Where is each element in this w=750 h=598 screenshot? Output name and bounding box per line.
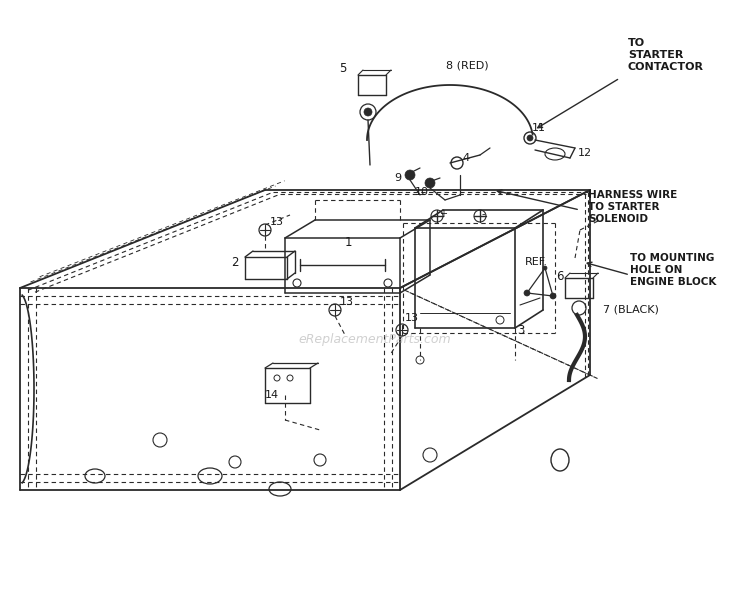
Text: CONTACTOR: CONTACTOR	[628, 62, 704, 72]
Text: 10: 10	[415, 187, 429, 197]
Circle shape	[524, 290, 530, 296]
Text: 13: 13	[340, 297, 354, 307]
Text: 4: 4	[462, 153, 470, 163]
Text: TO STARTER: TO STARTER	[588, 202, 659, 212]
Text: eReplacementParts.com: eReplacementParts.com	[298, 334, 452, 346]
Text: 2: 2	[231, 255, 238, 269]
Text: HARNESS WIRE: HARNESS WIRE	[588, 190, 677, 200]
Text: -: -	[482, 209, 485, 219]
Circle shape	[527, 135, 533, 141]
Text: 8 (RED): 8 (RED)	[446, 61, 489, 71]
Text: 12: 12	[578, 148, 592, 158]
Text: 7 (BLACK): 7 (BLACK)	[603, 305, 658, 315]
Text: 6: 6	[556, 270, 563, 282]
Circle shape	[425, 178, 435, 188]
Circle shape	[364, 108, 372, 116]
Text: +: +	[439, 209, 447, 219]
Circle shape	[543, 266, 547, 270]
Text: STARTER: STARTER	[628, 50, 683, 60]
Circle shape	[405, 170, 415, 180]
Text: SOLENOID: SOLENOID	[588, 214, 648, 224]
Text: TO: TO	[628, 38, 645, 48]
Text: 13: 13	[270, 217, 284, 227]
Text: 13: 13	[405, 313, 419, 323]
Text: 1: 1	[345, 236, 352, 249]
Text: 5: 5	[339, 62, 346, 75]
Text: 3: 3	[517, 324, 524, 337]
Text: TO MOUNTING: TO MOUNTING	[630, 253, 714, 263]
Text: REF.: REF.	[525, 257, 548, 267]
Text: ENGINE BLOCK: ENGINE BLOCK	[630, 277, 716, 287]
Text: 9: 9	[394, 173, 401, 183]
Text: 11: 11	[532, 123, 546, 133]
Text: HOLE ON: HOLE ON	[630, 265, 682, 275]
Text: 14: 14	[265, 390, 279, 400]
Circle shape	[550, 293, 556, 299]
